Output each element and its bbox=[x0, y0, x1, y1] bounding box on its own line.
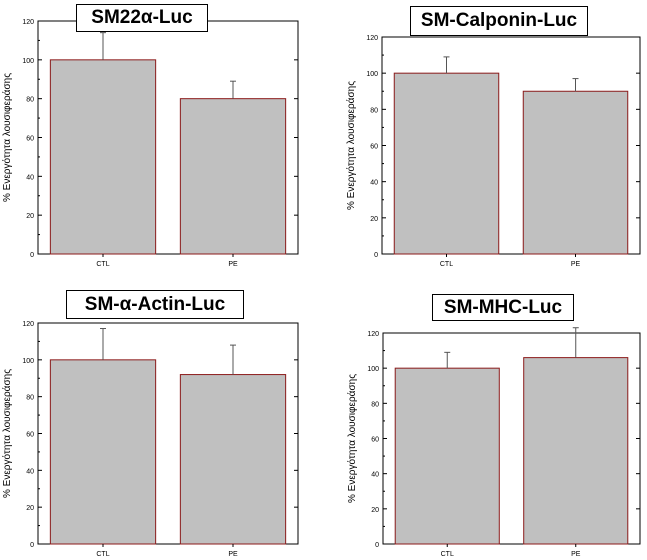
y-tick-label: 60 bbox=[370, 144, 378, 151]
y-axis-label: % Ενεργότητα λουσιφεράσης bbox=[1, 369, 13, 498]
y-tick-label: 20 bbox=[370, 216, 378, 223]
chart-title: SM22α-Luc bbox=[76, 4, 208, 32]
y-tick-label: 40 bbox=[371, 472, 379, 479]
x-tick-label: CTL bbox=[440, 261, 453, 268]
bar-pe bbox=[179, 374, 287, 545]
chart-svg-mhc: 0 20 40 60 80 100 120 % Ενεργότητα λουσιφεράσης… bbox=[346, 327, 641, 558]
y-axis-label: % Ενεργότητα λουσιφεράσης bbox=[1, 73, 13, 202]
y-tick-label: 60 bbox=[26, 136, 34, 143]
bar-ctl bbox=[49, 359, 157, 545]
chart-panel-calponin: 0 20 40 60 80 100 120 % Ενεργότητα λουσιφεράσης… bbox=[345, 0, 647, 270]
chart-svg-calponin: 0 20 40 60 80 100 120 % Ενεργότητα λουσιφεράσης… bbox=[345, 35, 641, 268]
y-tick-label: 100 bbox=[366, 71, 378, 78]
y-tick-label: 100 bbox=[22, 358, 34, 365]
x-tick-label: CTL bbox=[441, 551, 454, 558]
x-tick-label: PE bbox=[571, 261, 581, 268]
y-tick-label: 80 bbox=[26, 395, 34, 402]
x-tick-label: PE bbox=[228, 551, 238, 558]
y-tick-label: 120 bbox=[367, 331, 379, 338]
chart-panel-actin: 0 20 40 60 80 100 120 % Ενεργότητα λουσιφεράσης… bbox=[0, 290, 316, 560]
x-tick-label: CTL bbox=[96, 551, 109, 558]
y-tick-label: 0 bbox=[30, 252, 34, 259]
y-axis-label: % Ενεργότητα λουσιφεράσης bbox=[345, 81, 357, 210]
chart-title: SM-Calponin-Luc bbox=[410, 6, 588, 36]
y-tick-label: 80 bbox=[370, 107, 378, 114]
y-tick-label: 40 bbox=[26, 468, 34, 475]
y-tick-label: 120 bbox=[22, 321, 34, 328]
y-tick-label: 20 bbox=[26, 213, 34, 220]
y-tick-label: 20 bbox=[26, 505, 34, 512]
x-tick-label: PE bbox=[228, 261, 238, 268]
y-tick-label: 120 bbox=[366, 35, 378, 42]
bar-ctl bbox=[49, 59, 157, 255]
x-tick-label: CTL bbox=[96, 261, 109, 268]
chart-panel-mhc: 0 20 40 60 80 100 120 % Ενεργότητα λουσιφεράσης… bbox=[346, 290, 647, 560]
y-tick-label: 0 bbox=[375, 542, 379, 549]
x-tick-label: PE bbox=[571, 551, 581, 558]
y-tick-label: 0 bbox=[30, 542, 34, 549]
y-tick-label: 60 bbox=[26, 432, 34, 439]
y-axis-label: % Ενεργότητα λουσιφεράσης bbox=[346, 374, 358, 503]
y-tick-label: 40 bbox=[26, 174, 34, 181]
y-tick-label: 100 bbox=[22, 58, 34, 65]
bar-pe bbox=[179, 98, 287, 255]
y-tick-label: 60 bbox=[371, 437, 379, 444]
chart-title: SM-α-Actin-Luc bbox=[66, 290, 244, 319]
y-tick-label: 40 bbox=[370, 180, 378, 187]
y-tick-label: 100 bbox=[367, 366, 379, 373]
chart-panel-sm22a: 0 20 40 60 80 100 120 % Ενεργότητα λουσιφεράσης… bbox=[0, 0, 316, 270]
y-tick-label: 80 bbox=[26, 97, 34, 104]
bar-pe bbox=[522, 90, 629, 255]
y-tick-label: 120 bbox=[22, 19, 34, 26]
y-tick-label: 80 bbox=[371, 401, 379, 408]
y-tick-label: 20 bbox=[371, 507, 379, 514]
bar-ctl bbox=[393, 72, 500, 255]
chart-svg-sm22a: 0 20 40 60 80 100 120 % Ενεργότητα λουσιφεράσης… bbox=[1, 19, 299, 268]
chart-title: SM-MHC-Luc bbox=[432, 294, 574, 321]
y-tick-label: 0 bbox=[374, 252, 378, 259]
bar-ctl bbox=[394, 367, 500, 545]
bar-pe bbox=[523, 357, 629, 545]
chart-svg-actin: 0 20 40 60 80 100 120 % Ενεργότητα λουσιφεράσης… bbox=[1, 321, 299, 558]
